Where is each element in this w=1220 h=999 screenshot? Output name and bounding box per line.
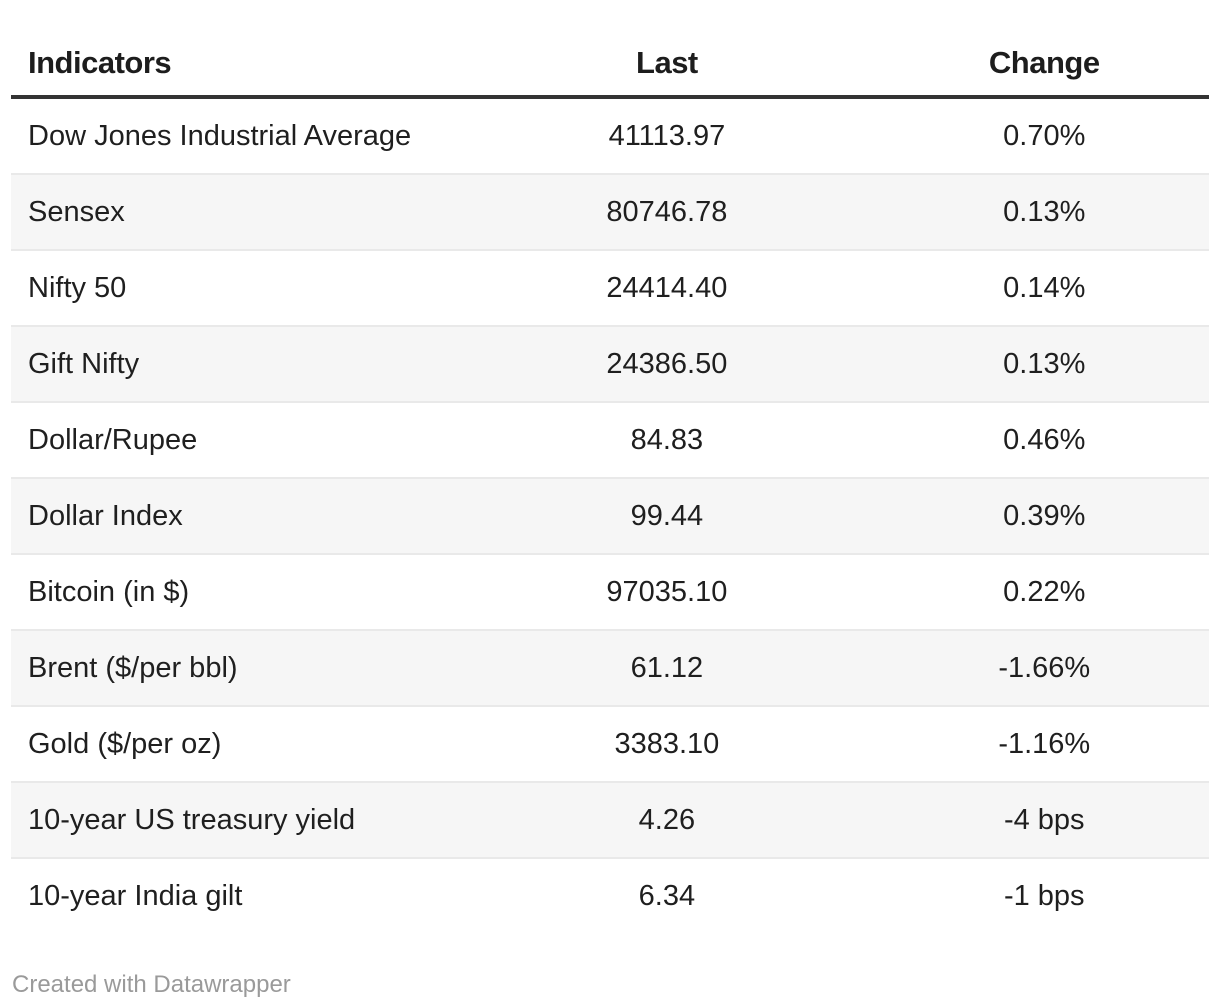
table-row: Dow Jones Industrial Average 41113.97 0.… [11, 97, 1209, 174]
indicator-name-cell: Gold ($/per oz) [28, 728, 222, 760]
last-value-cell: 41113.97 [608, 120, 726, 152]
column-header-indicators: Indicators [28, 45, 172, 80]
change-value-cell: -1.16% [998, 728, 1091, 760]
datawrapper-attribution-link[interactable]: Created with Datawrapper [12, 971, 291, 998]
table-row: Dollar/Rupee 84.83 0.46% [11, 402, 1209, 478]
column-header-change: Change [988, 45, 1100, 80]
last-value-cell: 6.34 [638, 880, 696, 912]
change-value-cell: -1.66% [998, 652, 1091, 684]
change-value-cell: 0.70% [1003, 120, 1086, 152]
indicator-name-cell: 10-year US treasury yield [28, 804, 356, 836]
last-value-cell: 84.83 [630, 424, 704, 456]
indicator-name-cell: Sensex [28, 196, 125, 228]
indicator-name-cell: Gift Nifty [28, 348, 140, 380]
change-value-cell: -4 bps [1003, 804, 1085, 836]
last-value-cell: 4.26 [638, 804, 696, 836]
chart-footer: Created with Datawrapper [12, 971, 1209, 999]
table-body: Dow Jones Industrial Average 41113.97 0.… [11, 97, 1209, 933]
indicator-name-cell: Dollar Index [28, 500, 183, 532]
table-row: Brent ($/per bbl) 61.12 -1.66% [11, 630, 1209, 706]
indicators-table: Indicators Last Change Dow Jones Industr… [11, 0, 1209, 933]
indicator-name-cell: Bitcoin (in $) [28, 576, 190, 608]
last-value-cell: 24386.50 [606, 348, 728, 380]
table-row: Bitcoin (in $) 97035.10 0.22% [11, 554, 1209, 630]
change-value-cell: -1 bps [1003, 880, 1085, 912]
last-value-cell: 97035.10 [606, 576, 728, 608]
indicator-name-cell: Brent ($/per bbl) [28, 652, 238, 684]
last-value-cell: 99.44 [630, 500, 704, 532]
change-value-cell: 0.13% [1003, 348, 1086, 380]
table-row: 10-year US treasury yield 4.26 -4 bps [11, 782, 1209, 858]
table-row: 10-year India gilt 6.34 -1 bps [11, 858, 1209, 933]
table-row: Nifty 50 24414.40 0.14% [11, 250, 1209, 326]
table-row: Gift Nifty 24386.50 0.13% [11, 326, 1209, 402]
table-header: Indicators Last Change [11, 0, 1209, 97]
indicator-name-cell: Dow Jones Industrial Average [28, 120, 412, 152]
change-value-cell: 0.13% [1003, 196, 1086, 228]
header-row: Indicators Last Change [11, 0, 1209, 97]
table-row: Dollar Index 99.44 0.39% [11, 478, 1209, 554]
column-header-last: Last [636, 45, 698, 80]
indicator-name-cell: Nifty 50 [28, 272, 127, 304]
last-value-cell: 24414.40 [606, 272, 728, 304]
table-row: Gold ($/per oz) 3383.10 -1.16% [11, 706, 1209, 782]
last-value-cell: 61.12 [630, 652, 704, 684]
table-row: Sensex 80746.78 0.13% [11, 174, 1209, 250]
indicator-name-cell: 10-year India gilt [28, 880, 243, 912]
last-value-cell: 3383.10 [614, 728, 720, 760]
indicator-name-cell: Dollar/Rupee [28, 424, 198, 456]
change-value-cell: 0.14% [1003, 272, 1086, 304]
change-value-cell: 0.39% [1003, 500, 1086, 532]
change-value-cell: 0.46% [1003, 424, 1086, 456]
change-value-cell: 0.22% [1003, 576, 1086, 608]
last-value-cell: 80746.78 [606, 196, 728, 228]
